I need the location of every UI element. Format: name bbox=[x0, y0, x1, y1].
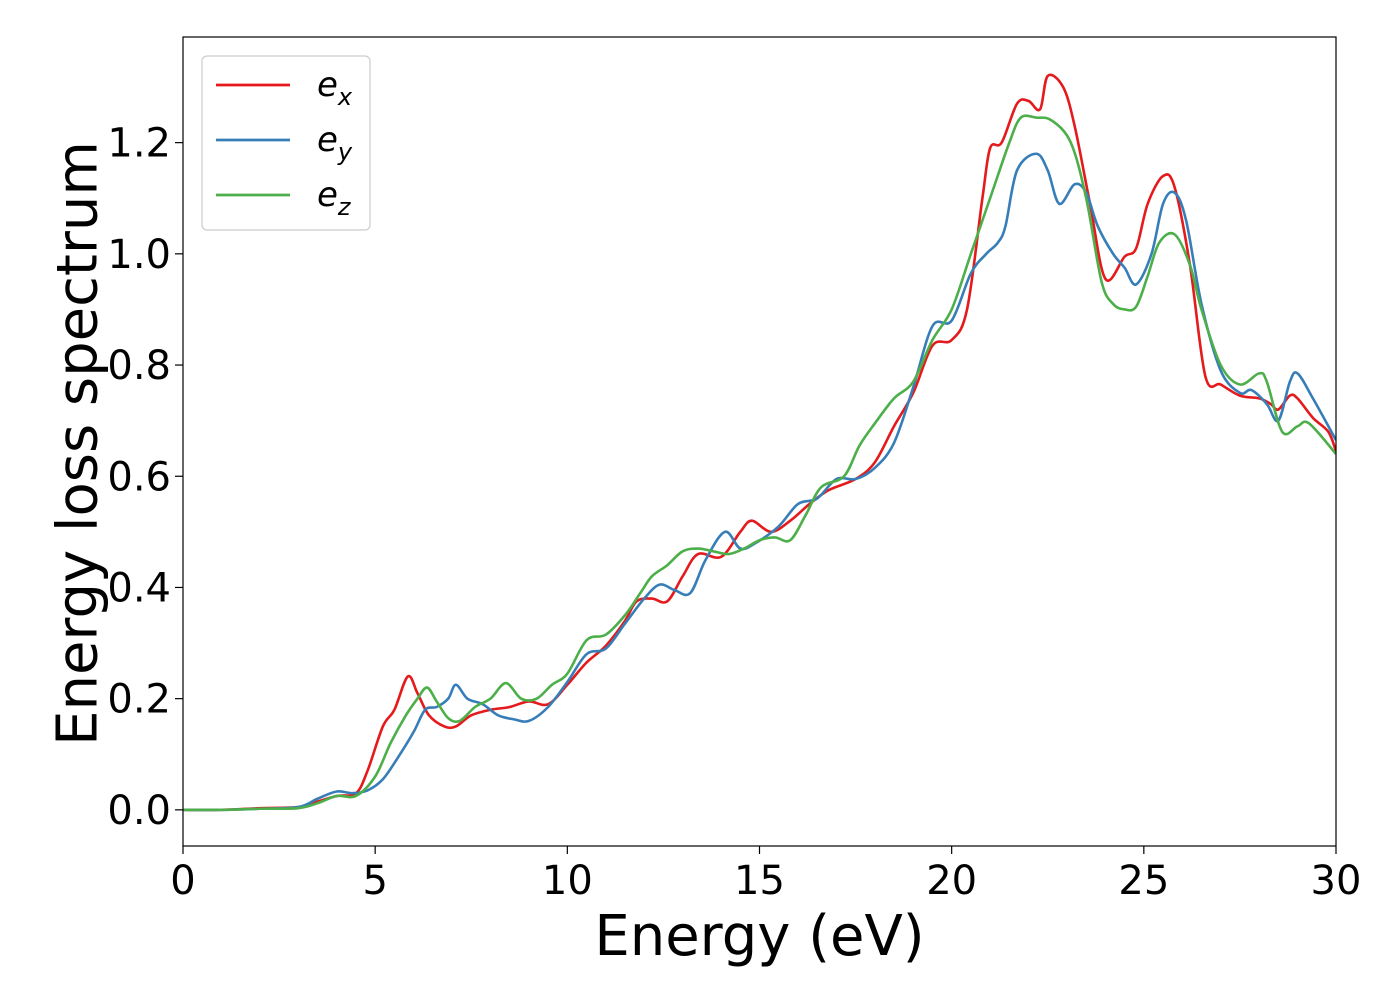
legend-label-z: ez bbox=[317, 175, 352, 221]
y-tick-label: 0.4 bbox=[107, 565, 171, 611]
y-tick-label: 0.6 bbox=[107, 454, 171, 500]
x-tick-label: 5 bbox=[362, 858, 387, 904]
y-tick-label: 0.8 bbox=[107, 343, 171, 389]
x-tick-label: 0 bbox=[170, 858, 195, 904]
x-tick-label: 15 bbox=[734, 858, 785, 904]
x-tick-label: 20 bbox=[926, 858, 977, 904]
y-tick-label: 1.2 bbox=[107, 121, 171, 167]
x-axis-label: Energy (eV) bbox=[594, 904, 924, 969]
series-line-e-z bbox=[183, 114, 1336, 812]
y-tick-label: 0.0 bbox=[107, 788, 171, 834]
legend-box bbox=[201, 55, 371, 231]
y-tick-label: 0.2 bbox=[107, 677, 171, 723]
y-axis-label: Energy loss spectrum bbox=[46, 141, 111, 746]
x-tick-label: 30 bbox=[1311, 858, 1362, 904]
x-tick-label: 10 bbox=[542, 858, 593, 904]
series-line-e-y bbox=[183, 152, 1336, 812]
y-tick-label: 1.0 bbox=[107, 232, 171, 278]
ticks: 0 5 10 15 20 25 30 0.0 0.2 0.4 0.6 0.8 1.0 1.2 bbox=[107, 121, 1361, 904]
plot-area bbox=[183, 73, 1336, 812]
series-line-e-x bbox=[183, 73, 1336, 812]
x-tick-label: 25 bbox=[1118, 858, 1169, 904]
